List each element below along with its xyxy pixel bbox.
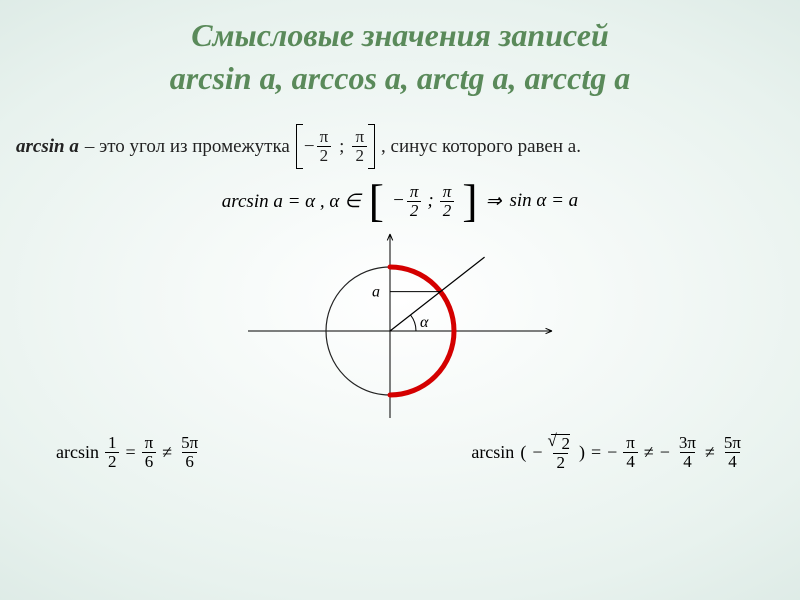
bracket-left: [ xyxy=(369,183,384,220)
formula-rhs: sin α = a xyxy=(509,190,578,212)
example-left: arcsin 12 = π6 ≠ 5π6 xyxy=(56,434,201,471)
title-line-2: arcsin a, arccos a, arctg a, arcctg a xyxy=(0,57,800,100)
example-right: arcsin ( − 2 2 ) = − π4 ≠ − 3π4 ≠ 5π4 xyxy=(471,434,744,472)
formula-lhs: arcsin a = α , α ∈ xyxy=(222,190,361,213)
diagram-svg: aα xyxy=(240,226,560,426)
definition-term: arcsin a xyxy=(16,136,79,158)
page-title: Смысловые значения записей arcsin a, arc… xyxy=(0,0,800,100)
title-line-1: Смысловые значения записей xyxy=(0,14,800,57)
definition-interval: − π 2 ; π 2 xyxy=(296,124,375,169)
examples-row: arcsin 12 = π6 ≠ 5π6 arcsin ( − 2 2 ) = … xyxy=(0,434,800,472)
definition-before: – это угол из промежутка xyxy=(85,136,290,158)
unit-circle-diagram: aα xyxy=(0,226,800,426)
formula-arrow: ⇒ xyxy=(486,190,502,213)
arcsin-definition: arcsin a – это угол из промежутка − π 2 … xyxy=(0,124,800,169)
definition-after: , синус которого равен a. xyxy=(381,136,581,158)
svg-text:a: a xyxy=(372,283,380,300)
svg-text:α: α xyxy=(420,314,429,331)
bracket-right: ] xyxy=(462,183,477,220)
center-formula: arcsin a = α , α ∈ [ − π2 ; π2 ] ⇒ sin α… xyxy=(0,183,800,220)
